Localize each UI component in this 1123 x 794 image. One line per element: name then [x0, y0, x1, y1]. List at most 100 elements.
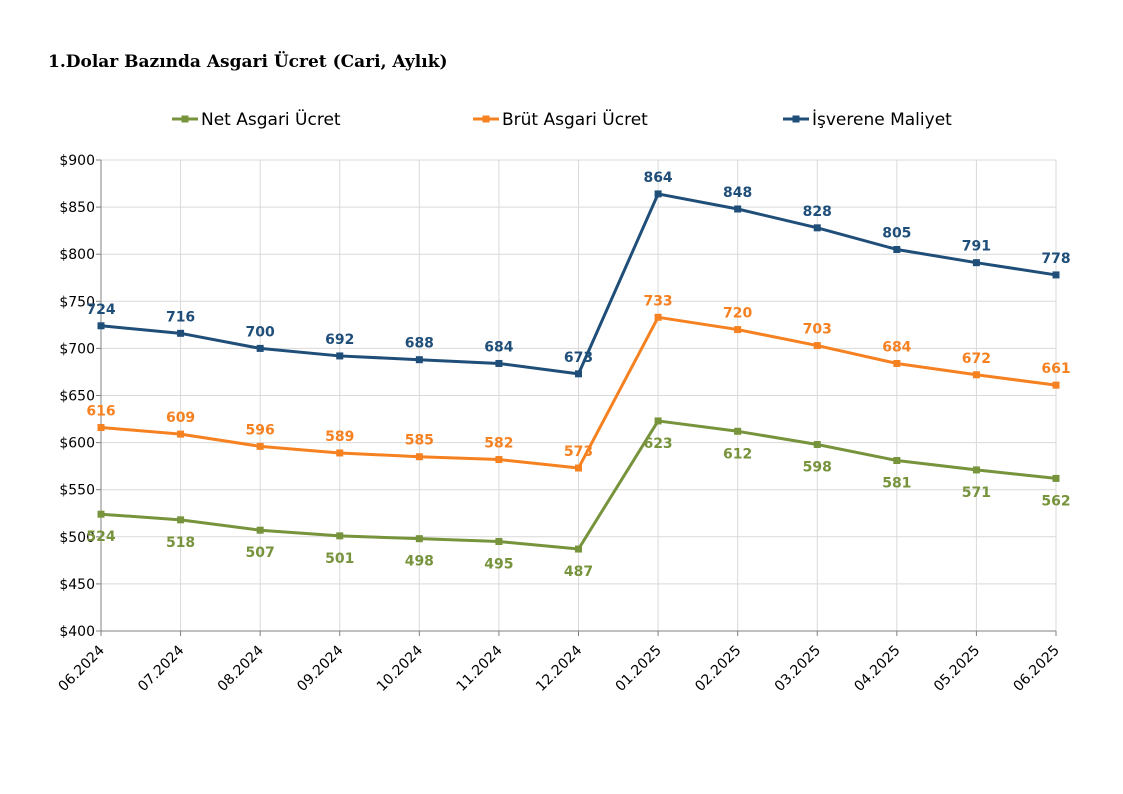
data-point: [972, 466, 980, 474]
data-point: [972, 259, 980, 267]
y-tick-label: $450: [59, 577, 95, 593]
data-point: [575, 370, 582, 378]
data-point: [654, 190, 662, 198]
data-label: 716: [166, 309, 195, 325]
data-point: [336, 449, 344, 457]
data-label: 661: [1041, 361, 1070, 377]
data-point: [734, 427, 742, 435]
data-point: [575, 545, 582, 553]
data-label: 507: [246, 545, 275, 561]
data-point: [1052, 271, 1060, 279]
data-label: 562: [1041, 493, 1070, 509]
data-point: [415, 356, 423, 364]
data-label: 688: [405, 336, 434, 352]
data-label: 692: [325, 332, 354, 348]
data-point: [654, 313, 662, 321]
data-point: [256, 344, 264, 352]
y-tick-label: $500: [59, 530, 95, 546]
data-label: 828: [803, 204, 832, 220]
data-point: [575, 464, 582, 472]
y-tick-label: $600: [59, 436, 95, 452]
data-point: [495, 359, 503, 367]
data-label: 848: [723, 185, 752, 201]
data-label: 498: [405, 554, 434, 570]
data-point: [1052, 474, 1060, 482]
data-point: [336, 352, 344, 360]
x-tick-label: 10.2024: [374, 642, 426, 694]
data-label: 582: [484, 436, 513, 452]
data-point: [734, 326, 742, 334]
data-label: 487: [564, 564, 593, 580]
data-point: [813, 342, 821, 350]
y-tick-label: $700: [59, 341, 95, 357]
y-tick-label: $650: [59, 389, 95, 405]
data-label: 518: [166, 535, 195, 551]
data-label: 495: [484, 557, 513, 573]
data-label: 623: [643, 436, 672, 452]
data-label: 672: [962, 351, 991, 367]
data-point: [495, 538, 503, 546]
y-tick-label: $400: [59, 624, 95, 640]
data-point: [972, 371, 980, 379]
data-point: [256, 526, 264, 534]
data-label: 720: [723, 306, 752, 322]
data-point: [97, 510, 105, 518]
data-label: 616: [86, 404, 115, 420]
x-tick-label: 12.2024: [533, 642, 585, 694]
data-label: 864: [643, 170, 672, 186]
data-point: [893, 359, 901, 367]
data-label: 778: [1041, 251, 1070, 267]
y-tick-label: $800: [59, 247, 95, 263]
legend-label: Brüt Asgari Ücret: [502, 108, 648, 130]
data-point: [813, 440, 821, 448]
data-point: [97, 322, 105, 330]
x-tick-label: 02.2025: [692, 643, 744, 695]
x-tick-label: 06.2025: [1011, 643, 1063, 695]
x-tick-label: 04.2025: [851, 643, 903, 695]
y-tick-label: $750: [59, 294, 95, 310]
data-label: 612: [723, 446, 752, 462]
x-tick-label: 09.2024: [294, 642, 346, 694]
data-label: 684: [882, 339, 911, 355]
y-tick-label: $850: [59, 200, 95, 216]
legend-marker: [181, 115, 189, 123]
x-tick-label: 05.2025: [931, 643, 983, 695]
data-label: 596: [246, 422, 275, 438]
data-label: 585: [405, 433, 434, 449]
data-label: 733: [643, 293, 672, 309]
y-tick-label: $550: [59, 483, 95, 499]
data-point: [177, 516, 185, 524]
data-label: 673: [564, 350, 593, 366]
data-label: 684: [484, 339, 513, 355]
data-point: [177, 329, 185, 337]
legend-marker: [482, 115, 490, 123]
data-label: 524: [86, 529, 115, 545]
data-label: 703: [803, 322, 832, 338]
x-tick-label: 08.2024: [215, 642, 267, 694]
data-label: 700: [246, 324, 275, 340]
data-point: [97, 424, 105, 432]
data-point: [1052, 381, 1060, 389]
data-point: [336, 532, 344, 540]
x-tick-label: 03.2025: [772, 643, 824, 695]
legend-label: Net Asgari Ücret: [201, 108, 341, 130]
legend-marker: [792, 115, 800, 123]
data-point: [415, 535, 423, 543]
data-label: 571: [962, 485, 991, 501]
chart-title: 1.Dolar Bazında Asgari Ücret (Cari, Aylı…: [48, 52, 448, 72]
data-label: 501: [325, 551, 354, 567]
data-point: [654, 417, 662, 425]
data-label: 573: [564, 444, 593, 460]
data-point: [177, 430, 185, 438]
x-tick-label: 07.2024: [135, 642, 187, 694]
data-point: [893, 245, 901, 253]
data-point: [893, 456, 901, 464]
x-tick-label: 11.2024: [453, 642, 505, 694]
data-point: [256, 442, 264, 450]
data-label: 589: [325, 429, 354, 445]
data-point: [415, 453, 423, 461]
data-point: [813, 224, 821, 232]
x-tick-label: 01.2025: [613, 643, 665, 695]
